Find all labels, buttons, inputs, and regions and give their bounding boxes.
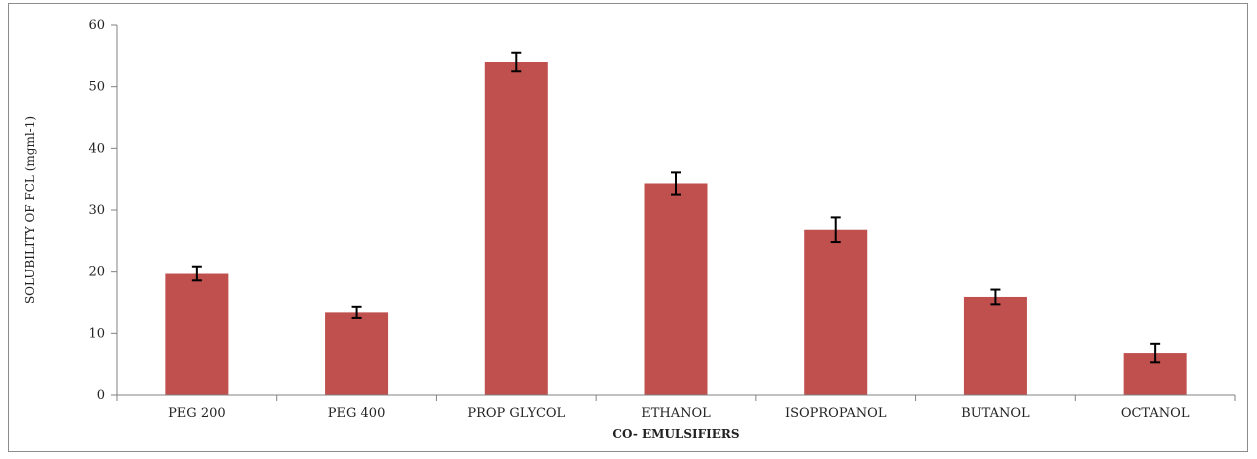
bar	[644, 183, 708, 395]
y-tick-label: 10	[88, 326, 105, 341]
y-tick-label: 50	[88, 80, 105, 95]
error-bars-group	[191, 51, 1161, 364]
bar	[325, 312, 389, 395]
bars-group	[165, 62, 1187, 395]
y-tick-label: 40	[88, 141, 105, 156]
x-tick-label: PEG 200	[168, 406, 226, 421]
x-tick-label: PEG 400	[328, 406, 386, 421]
x-tick-label: OCTANOL	[1121, 406, 1190, 421]
y-tick-label: 0	[97, 388, 105, 403]
bar	[963, 296, 1027, 395]
y-axis-title: SOLUBILITY OF FCL (mgml-1)	[23, 116, 37, 304]
y-tick-label: 30	[88, 203, 105, 218]
bar	[165, 273, 229, 395]
bar	[484, 62, 548, 395]
y-tick-label: 20	[88, 265, 105, 280]
x-axis-title: CO- EMULSIFIERS	[612, 427, 739, 441]
x-tick-label: PROP GLYCOL	[467, 406, 565, 421]
bar	[804, 229, 868, 395]
x-axis-ticks: PEG 200 PEG 400 PROP GLYCOL ETHANOL ISOPROPA…	[116, 395, 1236, 421]
y-axis-ticks: 0 10 20 30 40 50 60	[88, 18, 117, 403]
y-tick-label: 60	[88, 18, 105, 33]
x-tick-label: ISOPROPANOL	[785, 406, 887, 421]
x-tick-label: BUTANOL	[961, 406, 1030, 421]
x-tick-label: ETHANOL	[641, 406, 711, 421]
